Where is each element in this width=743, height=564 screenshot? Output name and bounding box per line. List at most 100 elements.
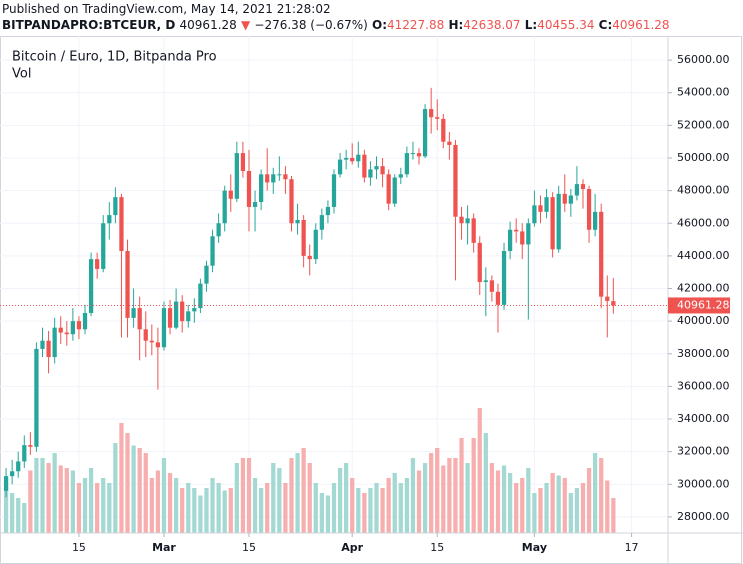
y-tick-label: 28000.00 (677, 510, 730, 523)
volume-bar (325, 495, 331, 533)
candle-body (289, 179, 294, 224)
candle-body (301, 219, 306, 256)
volume-bar (362, 493, 367, 533)
candle-body (562, 193, 567, 204)
volume-bar (167, 473, 173, 533)
candle-body (283, 174, 288, 180)
volume-bar (16, 498, 21, 533)
candle-body (252, 202, 258, 207)
x-tick-label: 15 (430, 541, 444, 554)
volume-bar (46, 463, 51, 533)
candle-body (386, 174, 391, 204)
candle-body (404, 153, 409, 175)
candle-body (325, 206, 331, 216)
x-tick-label: 17 (625, 541, 639, 554)
candle-body (495, 291, 501, 305)
volume-bar (64, 468, 69, 533)
candle-body (465, 218, 470, 224)
candle-body (416, 153, 422, 157)
volume-bar (161, 458, 167, 533)
volume-bar (586, 468, 592, 533)
candle-body (380, 166, 385, 175)
y-tick-label: 48000.00 (677, 184, 730, 197)
candle-body (88, 259, 94, 313)
y-tick-label: 30000.00 (677, 477, 730, 490)
volume-bar (465, 463, 470, 533)
candle-body (259, 174, 264, 203)
ohlc-l: L: (524, 18, 538, 32)
candle-body (210, 236, 215, 266)
candle-body (550, 197, 555, 250)
candle-body (429, 109, 434, 118)
candle-body (544, 197, 549, 212)
volume-bar (526, 468, 531, 533)
volume-label: Vol (12, 67, 31, 82)
volume-bar (319, 493, 324, 533)
candle-body (337, 159, 343, 175)
volume-bar (471, 438, 476, 533)
candle-body (119, 197, 124, 251)
candle-body (167, 308, 173, 328)
volume-bar (131, 445, 136, 533)
candle-body (398, 174, 403, 178)
ohlc-h: H: (448, 18, 464, 32)
y-tick-label: 40000.00 (677, 314, 730, 327)
ohlc-h-value: 42638.07 (463, 18, 521, 32)
volume-bar (70, 470, 75, 533)
volume-bar (34, 458, 39, 533)
candle-body (198, 283, 203, 309)
candle-body (507, 229, 513, 251)
candle-body (483, 280, 488, 282)
volume-bar (337, 468, 343, 533)
x-tick-label: May (522, 541, 547, 554)
candle-body (441, 118, 446, 142)
candle-body (52, 327, 57, 358)
volume-bar (58, 465, 63, 533)
volume-bar (52, 453, 57, 533)
candle-body (526, 223, 531, 245)
published: Published on TradingView.com, May 14, 20… (2, 2, 331, 16)
volume-bar (392, 473, 397, 533)
candle-body (410, 153, 416, 155)
candle-body (568, 195, 573, 204)
volume-bar (277, 468, 282, 533)
volume-bar (149, 478, 154, 533)
volume-bar (240, 458, 246, 533)
candle-body (222, 190, 227, 224)
candle-body (22, 445, 27, 462)
volume-bar (10, 493, 15, 533)
x-tick-label: Mar (152, 541, 176, 554)
y-tick-label: 54000.00 (677, 86, 730, 99)
candle-body (532, 205, 537, 224)
volume-bar (453, 458, 458, 533)
candle-body (125, 250, 130, 318)
volume-bar (605, 480, 610, 533)
candle-body (64, 332, 69, 335)
candle-body (307, 255, 312, 260)
candle-body (34, 348, 39, 447)
volume-bar (532, 493, 537, 533)
candle-body (70, 321, 75, 335)
y-tick-label: 44000.00 (677, 249, 730, 262)
candle-body (313, 229, 318, 260)
candle-body (580, 184, 586, 189)
candle-body (16, 461, 21, 472)
candle-body (216, 223, 221, 237)
volume-bar (344, 463, 349, 533)
candle-body (10, 471, 15, 477)
ohlc-o: O: (372, 18, 387, 32)
candle-body (392, 177, 397, 204)
candle-body (277, 174, 282, 176)
candle-body (356, 154, 361, 162)
volume-bar (95, 483, 100, 533)
candle-body (28, 445, 33, 447)
y-tick-label: 52000.00 (677, 118, 730, 131)
volume-bar (228, 488, 233, 533)
volume-bar (422, 463, 428, 533)
candle-body (246, 171, 252, 207)
symbol: BITPANDAPRO:BTCEUR, D (2, 18, 176, 32)
volume-bar (544, 483, 549, 533)
last-price-label: 40961.28 (677, 298, 730, 311)
candle-body (137, 308, 142, 330)
candle-body (228, 190, 233, 199)
